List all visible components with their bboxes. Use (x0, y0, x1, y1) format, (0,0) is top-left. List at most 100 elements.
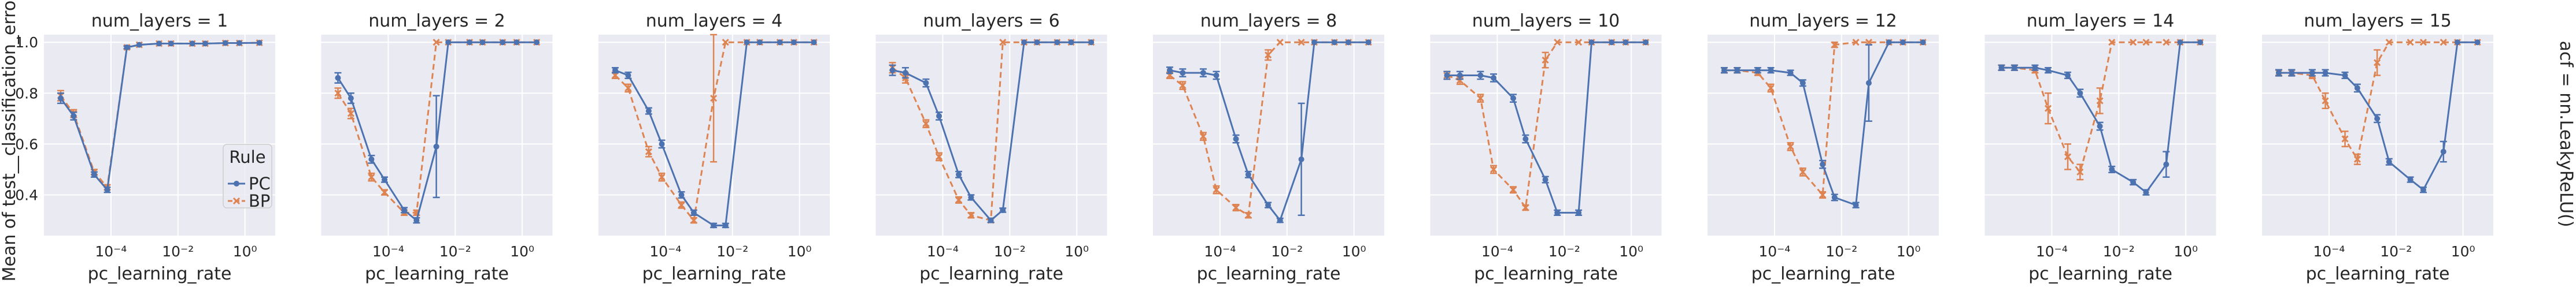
x-marker-stroke (999, 39, 1007, 46)
x-marker-stroke (1852, 39, 1860, 46)
data-point-pc (534, 39, 540, 46)
data-point-pc (902, 70, 908, 76)
data-point-pc (2322, 70, 2329, 76)
data-point-bp (1265, 51, 1272, 59)
x-tick-label: 10⁻⁴ (2313, 243, 2345, 260)
x-marker-stroke (2353, 155, 2361, 163)
data-point-pc (124, 44, 130, 51)
data-point-bp (2142, 39, 2150, 46)
x-marker-stroke (1575, 39, 1583, 46)
x-marker-stroke (922, 120, 930, 128)
x-marker-stroke (2374, 59, 2381, 66)
data-point-pc (1365, 39, 1372, 46)
x-marker-stroke (1232, 204, 1240, 211)
data-point-bp (347, 110, 354, 117)
panel: 10⁻⁴ 10⁻² 10⁰ num_layers = 8 pc_learning_rat… (1153, 11, 1384, 284)
data-point-pc (1510, 95, 1517, 102)
data-point-bp (1276, 39, 1284, 46)
data-point-bp (1179, 82, 1187, 90)
data-point-pc (2143, 189, 2149, 196)
x-marker-stroke (2385, 39, 2393, 46)
data-point-pc (401, 207, 408, 213)
data-point-pc (790, 39, 797, 46)
data-point-pc (2130, 179, 2137, 185)
data-point-pc (2163, 161, 2170, 167)
data-point-pc (612, 67, 618, 73)
panel: 10⁻⁴ 10⁻² 10⁰ num_layers = 12 pc_learning_ra… (1708, 11, 1939, 284)
data-point-pc (1265, 202, 1272, 208)
x-tick-label: 10⁻⁴ (1204, 243, 1236, 260)
data-point-pc (335, 74, 341, 81)
x-tick-label: 10⁰ (1342, 243, 1366, 260)
data-point-bp (1575, 39, 1583, 46)
data-point-pc (513, 39, 520, 46)
x-axis-label: pc_learning_rate (2306, 264, 2450, 284)
x-marker-stroke (678, 202, 685, 209)
data-point-pc (968, 194, 974, 200)
data-point-bp (2341, 135, 2349, 143)
x-tick-label: 10⁻⁴ (1758, 243, 1790, 260)
x-marker-stroke (2163, 39, 2170, 46)
data-point-pc (690, 210, 697, 216)
panel-background (1708, 35, 1939, 236)
data-point-pc (479, 39, 486, 46)
data-point-pc (1213, 72, 1219, 79)
x-tick-label: 10⁻² (439, 243, 471, 260)
x-tick-label: 10⁻² (162, 243, 194, 260)
x-marker-stroke (380, 189, 389, 196)
data-point-pc (2309, 70, 2315, 76)
data-point-pc (413, 217, 420, 223)
data-point-bp (645, 148, 652, 155)
data-point-bp (1767, 84, 1775, 92)
data-point-pc (1899, 39, 1906, 46)
data-point-bp (1509, 186, 1517, 193)
data-point-bp (935, 153, 943, 161)
data-point-pc (2289, 70, 2295, 76)
data-point-pc (2109, 166, 2115, 173)
x-marker-stroke (1799, 168, 1806, 176)
x-tick-label: 10⁻⁴ (649, 243, 681, 260)
panel-title: num_layers = 12 (1749, 11, 1897, 31)
data-point-bp (1522, 204, 1529, 211)
x-marker-stroke (2108, 39, 2116, 46)
x-marker-stroke (1213, 186, 1220, 193)
data-point-bp (2419, 39, 2427, 46)
data-point-pc (1554, 210, 1561, 216)
data-point-pc (1853, 202, 1859, 208)
data-point-bp (1213, 186, 1220, 193)
x-marker-stroke (955, 196, 963, 204)
x-marker-stroke (347, 110, 354, 117)
x-tick-label: 10⁻² (2103, 243, 2135, 260)
legend-label-bp: BP (249, 191, 270, 211)
data-point-pc (1886, 39, 1892, 46)
data-point-pc (2474, 39, 2481, 46)
x-marker-stroke (2142, 39, 2150, 46)
data-point-pc (1068, 39, 1074, 46)
data-point-pc (2032, 65, 2038, 71)
data-point-pc (1457, 72, 1463, 79)
x-marker-stroke (1490, 166, 1498, 173)
data-point-pc (1576, 210, 1582, 216)
y-tick-label: 0.4 (15, 187, 38, 204)
data-point-pc (1311, 39, 1317, 46)
data-point-bp (1852, 39, 1860, 46)
x-tick-label: 10⁻² (994, 243, 1026, 260)
data-point-pc (1444, 72, 1450, 79)
panel-title: num_layers = 10 (1472, 11, 1620, 31)
data-point-bp (922, 120, 930, 128)
data-point-pc (189, 40, 195, 47)
x-marker-stroke (710, 95, 718, 102)
data-point-bp (967, 211, 975, 219)
data-point-pc (2065, 72, 2071, 79)
data-point-pc (1831, 194, 1838, 200)
panels: 0.4 0.6 0.8 1.0 10⁻⁴ 10⁻² 10⁰ num_layers = 1 pc_… (15, 11, 2493, 284)
data-point-bp (1787, 143, 1794, 150)
data-point-bp (1298, 39, 1305, 46)
data-point-pc (256, 40, 263, 46)
panel-title: num_layers = 6 (923, 11, 1059, 31)
data-point-pc (1054, 39, 1060, 46)
data-point-pc (1298, 156, 1304, 162)
panel-title: num_layers = 15 (2304, 11, 2452, 31)
x-marker-stroke (433, 39, 440, 46)
